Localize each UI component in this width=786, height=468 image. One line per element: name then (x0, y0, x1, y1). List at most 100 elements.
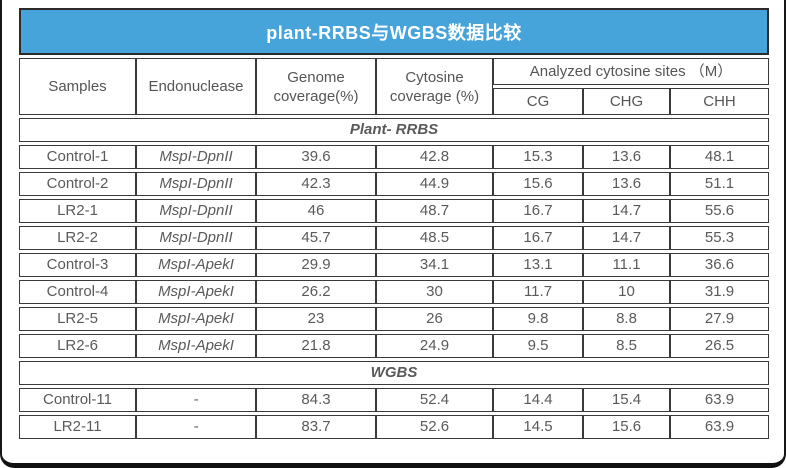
section-label-plant-rrbs: Plant- RRBS (19, 118, 770, 142)
cell-sample: LR2-6 (19, 334, 136, 358)
col-header-analyzed-cytosine-sites: Analyzed cytosine sites （M） (493, 58, 770, 85)
section-label-wgbs: WGBS (19, 361, 770, 385)
table-row: LR2-11 - 83.7 52.6 14.5 15.6 63.9 (19, 415, 770, 439)
cell-chg: 8.5 (583, 334, 670, 358)
cell-genome-coverage: 84.3 (256, 388, 376, 412)
cell-chh: 27.9 (670, 307, 770, 331)
table-row: Control-2 MspI-DpnII 42.3 44.9 15.6 13.6… (19, 172, 770, 196)
cell-sample: LR2-5 (19, 307, 136, 331)
cell-sample: Control-2 (19, 172, 136, 196)
col-header-genome-coverage: Genome coverage(%) (256, 58, 376, 115)
cell-chh: 36.6 (670, 253, 770, 277)
table-row: LR2-1 MspI-DpnII 46 48.7 16.7 14.7 55.6 (19, 199, 770, 223)
cell-cytosine-coverage: 48.7 (376, 199, 493, 223)
cell-endonuclease: MspI-ApekI (136, 280, 256, 304)
cell-cg: 11.7 (493, 280, 583, 304)
cell-endonuclease: MspI-DpnII (136, 199, 256, 223)
cell-chh: 31.9 (670, 280, 770, 304)
cell-chg: 15.6 (583, 415, 670, 439)
table-row: Control-4 MspI-ApekI 26.2 30 11.7 10 31.… (19, 280, 770, 304)
cell-chg: 13.6 (583, 172, 670, 196)
cell-cytosine-coverage: 34.1 (376, 253, 493, 277)
col-header-cg: CG (493, 88, 583, 115)
cell-genome-coverage: 42.3 (256, 172, 376, 196)
cell-cg: 15.3 (493, 145, 583, 169)
cell-endonuclease: MspI-DpnII (136, 145, 256, 169)
cell-cg: 15.6 (493, 172, 583, 196)
cell-sample: Control-1 (19, 145, 136, 169)
cell-chg: 14.7 (583, 199, 670, 223)
cell-chh: 51.1 (670, 172, 770, 196)
cell-sample: Control-11 (19, 388, 136, 412)
cell-cg: 13.1 (493, 253, 583, 277)
cell-chg: 8.8 (583, 307, 670, 331)
col-header-endonuclease: Endonuclease (136, 58, 256, 115)
table-title: plant-RRBS与WGBS数据比较 (266, 22, 522, 43)
cell-genome-coverage: 39.6 (256, 145, 376, 169)
table-title-bar: plant-RRBS与WGBS数据比较 (19, 8, 769, 55)
cell-sample: LR2-11 (19, 415, 136, 439)
cytosine-coverage-line2: coverage (%) (389, 87, 480, 105)
col-header-chh: CHH (670, 88, 770, 115)
cell-cytosine-coverage: 24.9 (376, 334, 493, 358)
cell-genome-coverage: 29.9 (256, 253, 376, 277)
cell-genome-coverage: 21.8 (256, 334, 376, 358)
cell-cg: 9.8 (493, 307, 583, 331)
cell-cytosine-coverage: 52.6 (376, 415, 493, 439)
cell-endonuclease: MspI-ApekI (136, 307, 256, 331)
cell-genome-coverage: 46 (256, 199, 376, 223)
cell-endonuclease: - (136, 388, 256, 412)
cell-cytosine-coverage: 48.5 (376, 226, 493, 250)
section-row-plant-rrbs: Plant- RRBS (19, 118, 770, 142)
cell-chg: 14.7 (583, 226, 670, 250)
cell-sample: LR2-1 (19, 199, 136, 223)
cell-sample: Control-3 (19, 253, 136, 277)
cell-cg: 9.5 (493, 334, 583, 358)
table-row: LR2-2 MspI-DpnII 45.7 48.5 16.7 14.7 55.… (19, 226, 770, 250)
cell-cytosine-coverage: 44.9 (376, 172, 493, 196)
cell-sample: LR2-2 (19, 226, 136, 250)
cell-endonuclease: MspI-DpnII (136, 172, 256, 196)
cell-cg: 16.7 (493, 226, 583, 250)
cell-chh: 55.6 (670, 199, 770, 223)
cell-endonuclease: MspI-ApekI (136, 334, 256, 358)
header-row-1: Samples Endonuclease Genome coverage(%) … (19, 58, 770, 115)
section-row-wgbs: WGBS (19, 361, 770, 385)
cell-cg: 14.5 (493, 415, 583, 439)
cell-cg: 14.4 (493, 388, 583, 412)
cell-endonuclease: MspI-DpnII (136, 226, 256, 250)
genome-coverage-line2: coverage(%) (273, 87, 359, 105)
cell-chg: 10 (583, 280, 670, 304)
cell-endonuclease: MspI-ApekI (136, 253, 256, 277)
cell-chh: 63.9 (670, 415, 770, 439)
cell-cytosine-coverage: 42.8 (376, 145, 493, 169)
cell-genome-coverage: 26.2 (256, 280, 376, 304)
cell-cytosine-coverage: 52.4 (376, 388, 493, 412)
col-header-samples: Samples (19, 58, 136, 115)
cell-cg: 16.7 (493, 199, 583, 223)
genome-coverage-line1: Genome (287, 68, 345, 86)
table-row: LR2-5 MspI-ApekI 23 26 9.8 8.8 27.9 (19, 307, 770, 331)
cell-chh: 55.3 (670, 226, 770, 250)
cell-genome-coverage: 23 (256, 307, 376, 331)
table-row: Control-3 MspI-ApekI 29.9 34.1 13.1 11.1… (19, 253, 770, 277)
cell-chg: 11.1 (583, 253, 670, 277)
cell-cytosine-coverage: 30 (376, 280, 493, 304)
cell-chh: 63.9 (670, 388, 770, 412)
cell-genome-coverage: 45.7 (256, 226, 376, 250)
cell-endonuclease: - (136, 415, 256, 439)
cell-genome-coverage: 83.7 (256, 415, 376, 439)
cell-cytosine-coverage: 26 (376, 307, 493, 331)
comparison-table: Samples Endonuclease Genome coverage(%) … (19, 55, 770, 442)
table-row: Control-11 - 84.3 52.4 14.4 15.4 63.9 (19, 388, 770, 412)
col-header-cytosine-coverage: Cytosine coverage (%) (376, 58, 493, 115)
col-header-chg: CHG (583, 88, 670, 115)
cell-chg: 15.4 (583, 388, 670, 412)
cell-chg: 13.6 (583, 145, 670, 169)
cell-chh: 48.1 (670, 145, 770, 169)
cytosine-coverage-line1: Cytosine (405, 68, 464, 86)
cell-sample: Control-4 (19, 280, 136, 304)
header-row-2: CG CHG CHH (19, 88, 770, 115)
table-row: Control-1 MspI-DpnII 39.6 42.8 15.3 13.6… (19, 145, 770, 169)
